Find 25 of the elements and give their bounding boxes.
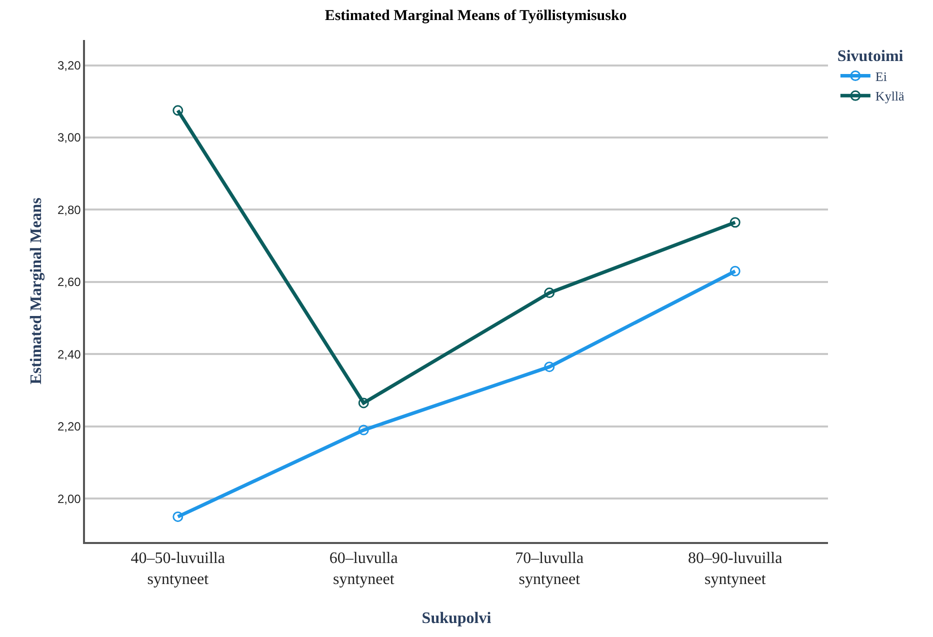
x-tick-label: 70–luvulla syntyneet [515, 550, 584, 588]
point [172, 511, 184, 522]
x-tick-label: 60–luvulla syntyneet [329, 550, 398, 588]
y-tick-label: 2,00 [57, 492, 82, 506]
chart-title: Estimated Marginal Means of Työllistymisusko [324, 8, 627, 24]
x-tick-label: 80–90-luvuilla syntyneet [688, 550, 782, 588]
y-tick-label: 2,40 [57, 347, 82, 362]
point [358, 398, 369, 408]
y-tick-label: 2,80 [57, 202, 82, 217]
point [358, 424, 369, 436]
x-tick-label: 40–50-luvuilla syntyneet [130, 550, 225, 588]
legend-label: Ei [875, 68, 888, 84]
point [544, 288, 555, 298]
y-tick-label: 3,20 [57, 58, 82, 72]
y-tick-label: 3,00 [57, 130, 82, 145]
point [544, 362, 555, 372]
point [172, 105, 184, 116]
legend-title: Sivutoimi [837, 48, 904, 65]
y-tick-label: 2,20 [57, 420, 82, 434]
point [730, 266, 740, 276]
legend-label: Kyllä [875, 88, 905, 104]
y-axis-title: Estimated Marginal Means [28, 198, 45, 384]
x-axis-title: Sukupolvi [422, 610, 492, 627]
y-tick-label: 2,60 [57, 275, 82, 290]
point [730, 217, 740, 228]
